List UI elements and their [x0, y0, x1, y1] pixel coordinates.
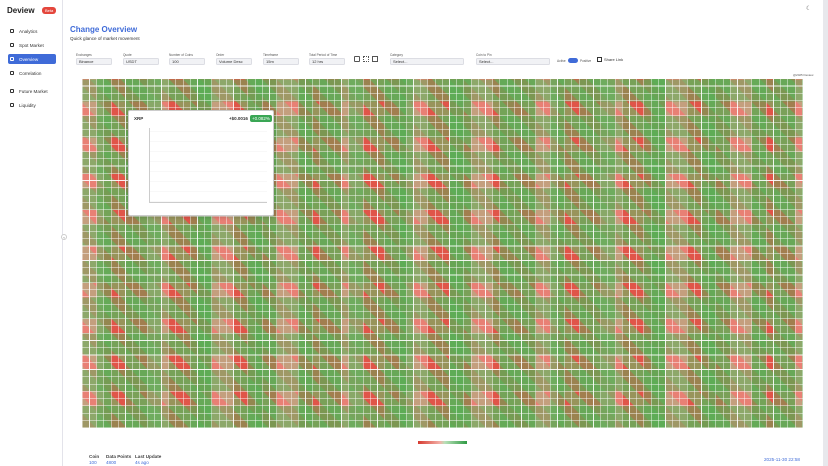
nav-item[interactable]: Future Market — [8, 86, 56, 96]
filter-select[interactable]: Select... — [390, 58, 464, 65]
popup-change: +$0.0016 — [229, 116, 248, 121]
nav-icon — [10, 57, 14, 61]
stat-value: 100 — [89, 460, 97, 465]
stat-value: 4800 — [106, 460, 117, 465]
share-icon — [597, 57, 602, 62]
view-grid[interactable] — [363, 56, 369, 62]
stat-label: Last Update — [135, 454, 162, 459]
brand: Deview — [7, 6, 35, 15]
filter-label: Total Period of Time — [309, 53, 338, 57]
nav-item[interactable]: Overview — [8, 54, 56, 64]
nav-item[interactable]: Analytics — [8, 26, 56, 36]
nav-icon — [10, 29, 14, 33]
stat-label: Data Points — [106, 454, 132, 459]
toggle-state: Positive — [580, 59, 592, 63]
filter-label: Timeframe — [263, 53, 279, 57]
share-button[interactable]: Share Link — [597, 57, 623, 62]
collapse-button[interactable]: ‹ — [61, 234, 67, 240]
nav-icon — [10, 89, 14, 93]
filter-select[interactable]: 12 hrs — [309, 58, 345, 65]
filter-label: Category — [390, 53, 403, 57]
nav-item[interactable]: Liquidity — [8, 100, 56, 110]
stat-label: Coin — [89, 454, 100, 459]
nav-item[interactable]: Correlation — [8, 68, 56, 78]
sidebar: Deview Beta Analytics Spot Market Overview… — [0, 0, 63, 466]
filter-label: Order — [216, 53, 225, 57]
popup-symbol: XRP — [134, 116, 144, 121]
toggle[interactable] — [568, 58, 578, 63]
nav-icon — [10, 43, 14, 47]
view-single[interactable] — [354, 56, 360, 62]
filter-label: Number of Coins — [169, 53, 193, 57]
nav-icon — [10, 103, 14, 107]
color-legend — [418, 441, 467, 444]
view-buttons — [354, 56, 378, 62]
beta-badge: Beta — [42, 7, 57, 14]
theme-toggle[interactable]: ☾ — [806, 6, 812, 12]
share-text: Share Link — [604, 57, 624, 62]
nav-item[interactable]: Spot Market — [8, 40, 56, 50]
page-title: Change Overview — [70, 25, 138, 34]
page-subtitle: Quick glance of market movement — [70, 36, 140, 41]
filter-select[interactable]: USDT — [123, 58, 159, 65]
stat-value: 4s ago — [135, 460, 149, 465]
toggle-label: Active — [557, 59, 566, 63]
filter-label: Quote — [123, 53, 132, 57]
scrollbar — [823, 0, 828, 466]
filter-select[interactable]: Volume Desc — [216, 58, 252, 65]
popup-percent: +0.082% — [250, 115, 272, 122]
coin-popup: XRP +$0.0016 +0.082% — [128, 110, 274, 216]
view-dense[interactable] — [372, 56, 378, 62]
nav-icon — [10, 71, 14, 75]
filter-label: Exchanges — [76, 53, 92, 57]
filter-select[interactable]: Binance — [76, 58, 112, 65]
filter-label: Coin to Pin — [476, 53, 492, 57]
copyright: @2025 Deview — [793, 73, 814, 77]
popup-plot-area — [149, 128, 267, 203]
filter-select[interactable]: Select... — [476, 58, 550, 65]
filter-select[interactable]: 100 — [169, 58, 205, 65]
filter-select[interactable]: 15m — [263, 58, 299, 65]
timestamp: 2025-11-30 22:58 — [764, 457, 800, 462]
